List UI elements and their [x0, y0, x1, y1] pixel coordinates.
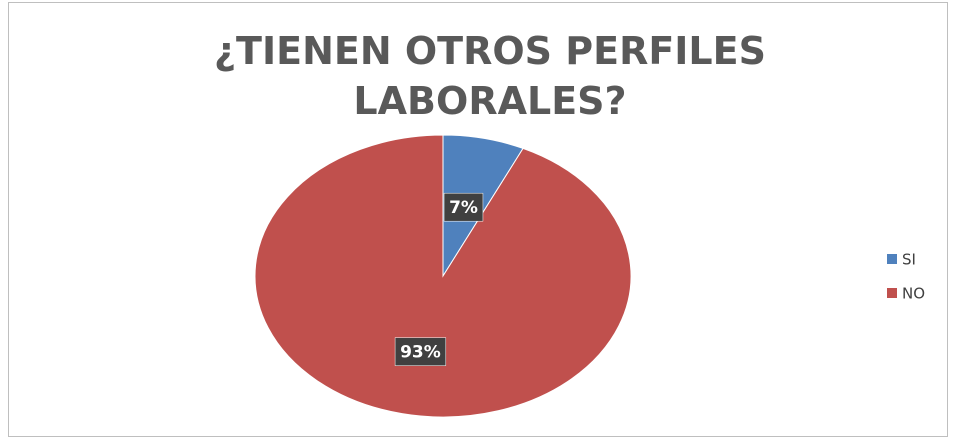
chart-title: ¿TIENEN OTROS PERFILES LABORALES?: [214, 29, 766, 123]
legend-swatch: [887, 254, 897, 264]
legend-label: SI: [902, 251, 916, 269]
data-label-text: 93%: [400, 343, 441, 363]
data-label: 7%: [443, 192, 484, 222]
legend-label: NO: [902, 285, 925, 303]
pie-slice: [254, 134, 632, 418]
data-label: 93%: [394, 337, 447, 366]
data-label-text: 7%: [449, 198, 478, 218]
data-label-box: [394, 337, 447, 366]
legend-swatch: [887, 288, 897, 298]
data-label-box: [443, 192, 484, 222]
